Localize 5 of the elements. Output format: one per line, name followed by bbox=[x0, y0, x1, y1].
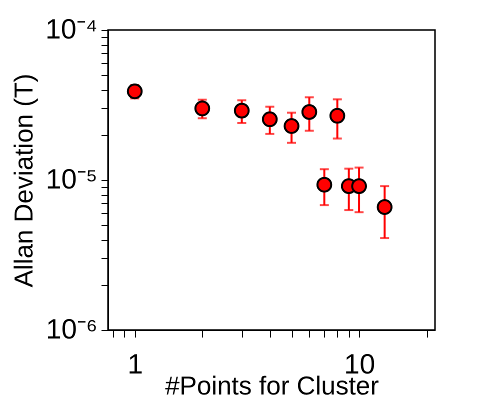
y-tick-label: 10⁻⁶ bbox=[46, 314, 98, 344]
y-tick-label: 10⁻⁵ bbox=[46, 164, 98, 194]
x-tick-label: 1 bbox=[127, 348, 144, 380]
y-tick-label: 10⁻⁴ bbox=[45, 14, 98, 44]
y-axis-title: Allan Deviation (T) bbox=[8, 74, 38, 288]
